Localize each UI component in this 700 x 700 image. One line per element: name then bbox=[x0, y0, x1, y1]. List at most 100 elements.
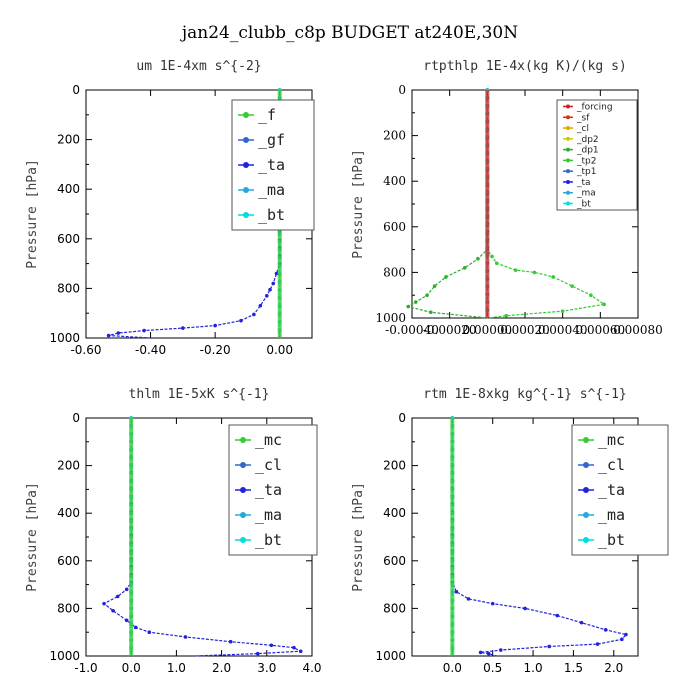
legend-marker bbox=[243, 112, 249, 118]
series-marker bbox=[111, 608, 115, 613]
legend-box bbox=[556, 99, 638, 211]
y-axis-label: Pressure [hPa] bbox=[351, 149, 366, 259]
series-marker bbox=[490, 601, 495, 606]
legend-label: _cl bbox=[598, 456, 625, 474]
chart-panel-4: rtm 1E-8xkg kg^{-1} s^{-1} Pressure [hPa]… bbox=[351, 387, 669, 675]
series-marker bbox=[265, 294, 269, 298]
x-tick-label: -1.0 bbox=[74, 661, 97, 675]
legend-marker bbox=[566, 179, 570, 184]
series-marker bbox=[523, 606, 527, 611]
series-marker bbox=[476, 256, 480, 261]
legend-label: _ma bbox=[255, 506, 282, 524]
series-marker bbox=[570, 284, 574, 288]
legend-label: _mc bbox=[255, 431, 282, 449]
x-tick-label: 1.0 bbox=[167, 661, 186, 675]
series-marker bbox=[478, 650, 483, 655]
x-tick-label: 0.00060 bbox=[576, 323, 626, 337]
y-tick-label: 800 bbox=[383, 601, 406, 615]
series-line bbox=[102, 418, 303, 657]
legend-label: _f bbox=[258, 106, 276, 124]
series-marker bbox=[298, 649, 303, 654]
y-tick-label: 0 bbox=[72, 83, 80, 97]
x-tick-label: 4.0 bbox=[302, 661, 321, 675]
legend-marker bbox=[583, 487, 589, 493]
legend-marker bbox=[240, 487, 246, 493]
y-tick-label: 1000 bbox=[375, 649, 406, 663]
series-marker bbox=[603, 628, 608, 632]
legend-marker bbox=[240, 437, 246, 443]
series-marker bbox=[602, 302, 606, 307]
series-line bbox=[406, 90, 488, 319]
legend-marker bbox=[566, 147, 570, 152]
y-tick-label: 200 bbox=[57, 459, 80, 473]
x-tick-label: 1.0 bbox=[524, 661, 543, 675]
legend-label: _bt bbox=[598, 531, 625, 549]
series-marker bbox=[213, 323, 217, 328]
series-marker bbox=[444, 275, 448, 279]
series-marker bbox=[268, 287, 272, 292]
series-marker bbox=[271, 281, 276, 286]
series-marker bbox=[498, 648, 503, 652]
y-tick-label: 600 bbox=[383, 554, 406, 568]
y-tick-label: 800 bbox=[57, 601, 80, 615]
series-marker bbox=[462, 266, 467, 270]
x-tick-label: 0.00080 bbox=[613, 323, 663, 337]
legend-marker bbox=[243, 137, 249, 143]
legend-marker bbox=[243, 187, 249, 193]
y-tick-label: 200 bbox=[383, 129, 406, 143]
legend-marker bbox=[240, 462, 246, 468]
x-tick-label: -0.40 bbox=[135, 343, 166, 357]
legend-label: _tp2 bbox=[576, 156, 596, 166]
x-tick-label: 0.00000 bbox=[463, 323, 513, 337]
legend-marker bbox=[566, 201, 570, 206]
series-marker bbox=[274, 271, 279, 276]
series-marker bbox=[620, 637, 624, 642]
legend-marker bbox=[243, 162, 249, 168]
series-marker bbox=[513, 268, 518, 272]
series-marker bbox=[228, 639, 233, 644]
legend-label: _ta bbox=[258, 156, 285, 174]
y-tick-label: 0 bbox=[398, 411, 406, 425]
y-tick-label: 800 bbox=[57, 281, 80, 295]
legend-label: _ta bbox=[576, 178, 591, 188]
series-marker bbox=[115, 594, 120, 599]
series-marker bbox=[454, 589, 459, 594]
series-marker bbox=[547, 644, 552, 649]
y-tick-label: 400 bbox=[57, 182, 80, 196]
y-axis-label: Pressure [hPa] bbox=[25, 159, 40, 269]
zero-overlap-band bbox=[450, 418, 455, 656]
legend-marker bbox=[566, 126, 570, 131]
legend-marker bbox=[243, 212, 249, 218]
x-tick-label: 1.5 bbox=[564, 661, 583, 675]
series-marker bbox=[106, 333, 111, 338]
x-tick-label: 0.00040 bbox=[538, 323, 588, 337]
x-tick-label: 2.0 bbox=[604, 661, 623, 675]
legend-label: _forcing bbox=[576, 102, 613, 112]
x-tick-label: 2.0 bbox=[212, 661, 231, 675]
chart-panel-1: um 1E-4xm s^{-2} Pressure [hPa] 0 200 400 600… bbox=[25, 59, 315, 357]
y-tick-label: 200 bbox=[383, 459, 406, 473]
series-marker bbox=[551, 275, 556, 279]
legend-label: _bt bbox=[258, 206, 285, 224]
series-marker bbox=[429, 310, 433, 315]
figure-title: jan24_clubb_c8p BUDGET at240E,30N bbox=[180, 23, 518, 43]
series-marker bbox=[432, 284, 437, 288]
y-tick-label: 1000 bbox=[49, 331, 80, 345]
legend-marker bbox=[566, 115, 570, 120]
y-tick-label: 0 bbox=[398, 83, 406, 97]
legend-marker bbox=[566, 158, 570, 163]
series-marker bbox=[579, 620, 584, 625]
legend-label: _dp2 bbox=[576, 135, 599, 145]
legend-label: _cl bbox=[255, 456, 282, 474]
y-tick-label: 1000 bbox=[49, 649, 80, 663]
legend-marker bbox=[583, 537, 589, 543]
series-marker bbox=[142, 328, 146, 333]
legend-marker bbox=[240, 512, 246, 518]
legend-marker bbox=[566, 169, 570, 174]
series-marker bbox=[504, 313, 508, 318]
series-marker bbox=[595, 642, 600, 646]
legend-label: _mc bbox=[598, 431, 625, 449]
y-axis-label: Pressure [hPa] bbox=[351, 482, 366, 592]
legend-label: _ma bbox=[258, 181, 285, 199]
